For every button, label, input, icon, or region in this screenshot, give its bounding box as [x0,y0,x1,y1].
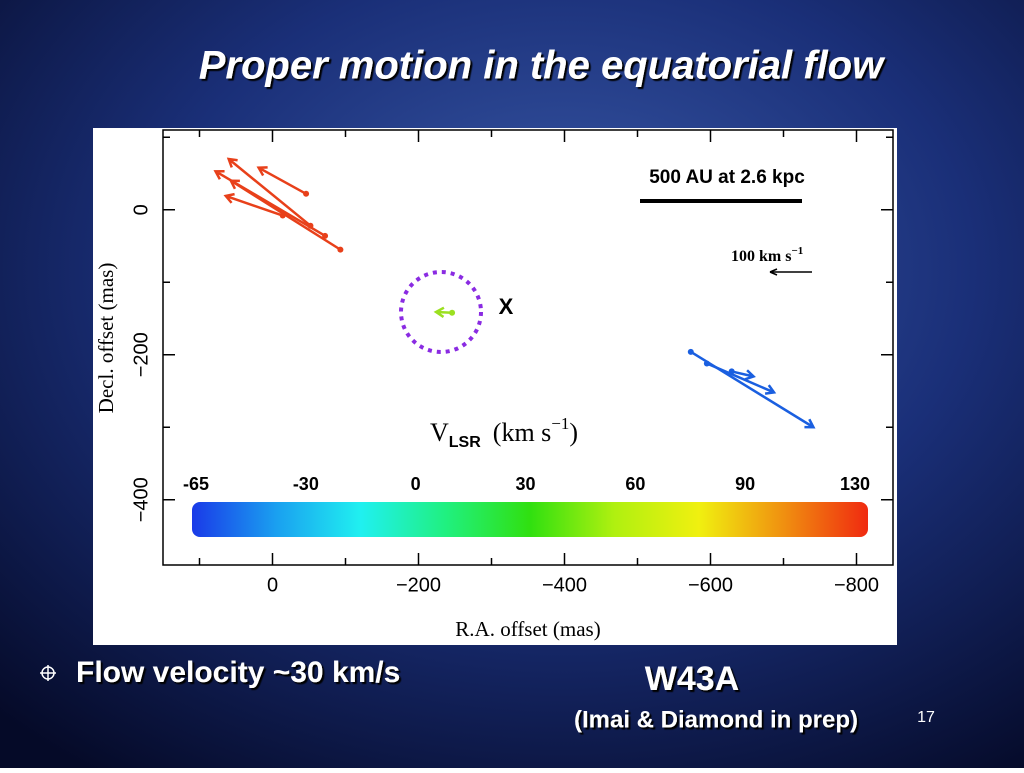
colorbar-title-sub: LSR [449,434,481,451]
colorbar-tick-label: -65 [183,474,209,494]
colorbar-tick-label: 60 [625,474,645,494]
bullet-icon [40,665,56,681]
motion-vector [223,192,284,217]
vector-origin [307,222,314,229]
x-tick-label: −400 [542,574,587,596]
scale-bar-label: 500 AU at 2.6 kpc [649,167,805,188]
plot-frame [162,129,894,566]
vector-origin [703,360,710,367]
colorbar-title-unit: (km s [493,418,552,447]
vector-origin [728,368,735,375]
colorbar-tick-label: 0 [411,474,421,494]
motion-vector [256,166,307,195]
velocity-scale-label: 100 km s−1 [731,245,803,265]
x-tick-label: −800 [834,574,879,596]
colorbar-tick-label: 90 [735,474,755,494]
x-tick-label: 0 [267,574,278,596]
colorbar-title-exp: −1 [551,414,569,433]
y-tick-label: −400 [130,477,152,522]
colorbar-tick-label: -30 [293,474,319,494]
slide-title: Proper motion in the equatorial flow [199,44,886,88]
velocity-number: 100 [731,248,755,265]
colorbar [192,502,868,537]
marker-label: X [499,294,514,319]
colorbar-title-close: ) [569,418,578,447]
vector-origin [449,309,456,316]
motion-vector [226,157,312,227]
x-tick-label: −200 [396,574,441,596]
vector-origin [322,232,329,239]
y-tick-label: 0 [130,204,152,215]
caption: W43A [645,660,739,698]
velocity-scale-head [769,268,778,276]
velocity-unit: km s [759,248,791,265]
x-axis-label: R.A. offset (mas) [455,617,600,641]
y-tick-label: −200 [130,332,152,377]
motion-vector [706,362,777,395]
colorbar-title-main: V [430,418,449,447]
highlight-circle [399,270,483,354]
x-tick-label: −600 [688,574,733,596]
motion-vector [731,369,756,381]
y-axis-label: Decl. offset (mas) [94,263,118,414]
vector-origin [279,212,286,219]
page-number: 17 [917,709,935,726]
colorbar-tick-label: 30 [515,474,535,494]
vector-origin [687,348,694,355]
colorbar-tick-label: 130 [840,474,870,494]
velocity-exp: −1 [791,245,803,257]
chart-panel [93,128,897,645]
bullet-text: Flow velocity ~30 km/s [76,656,400,689]
citation: (Imai & Diamond in prep) [574,706,858,733]
vector-origin [303,190,310,197]
vector-origin [337,246,344,253]
colorbar-title: VLSR (km s−1) [430,414,578,451]
